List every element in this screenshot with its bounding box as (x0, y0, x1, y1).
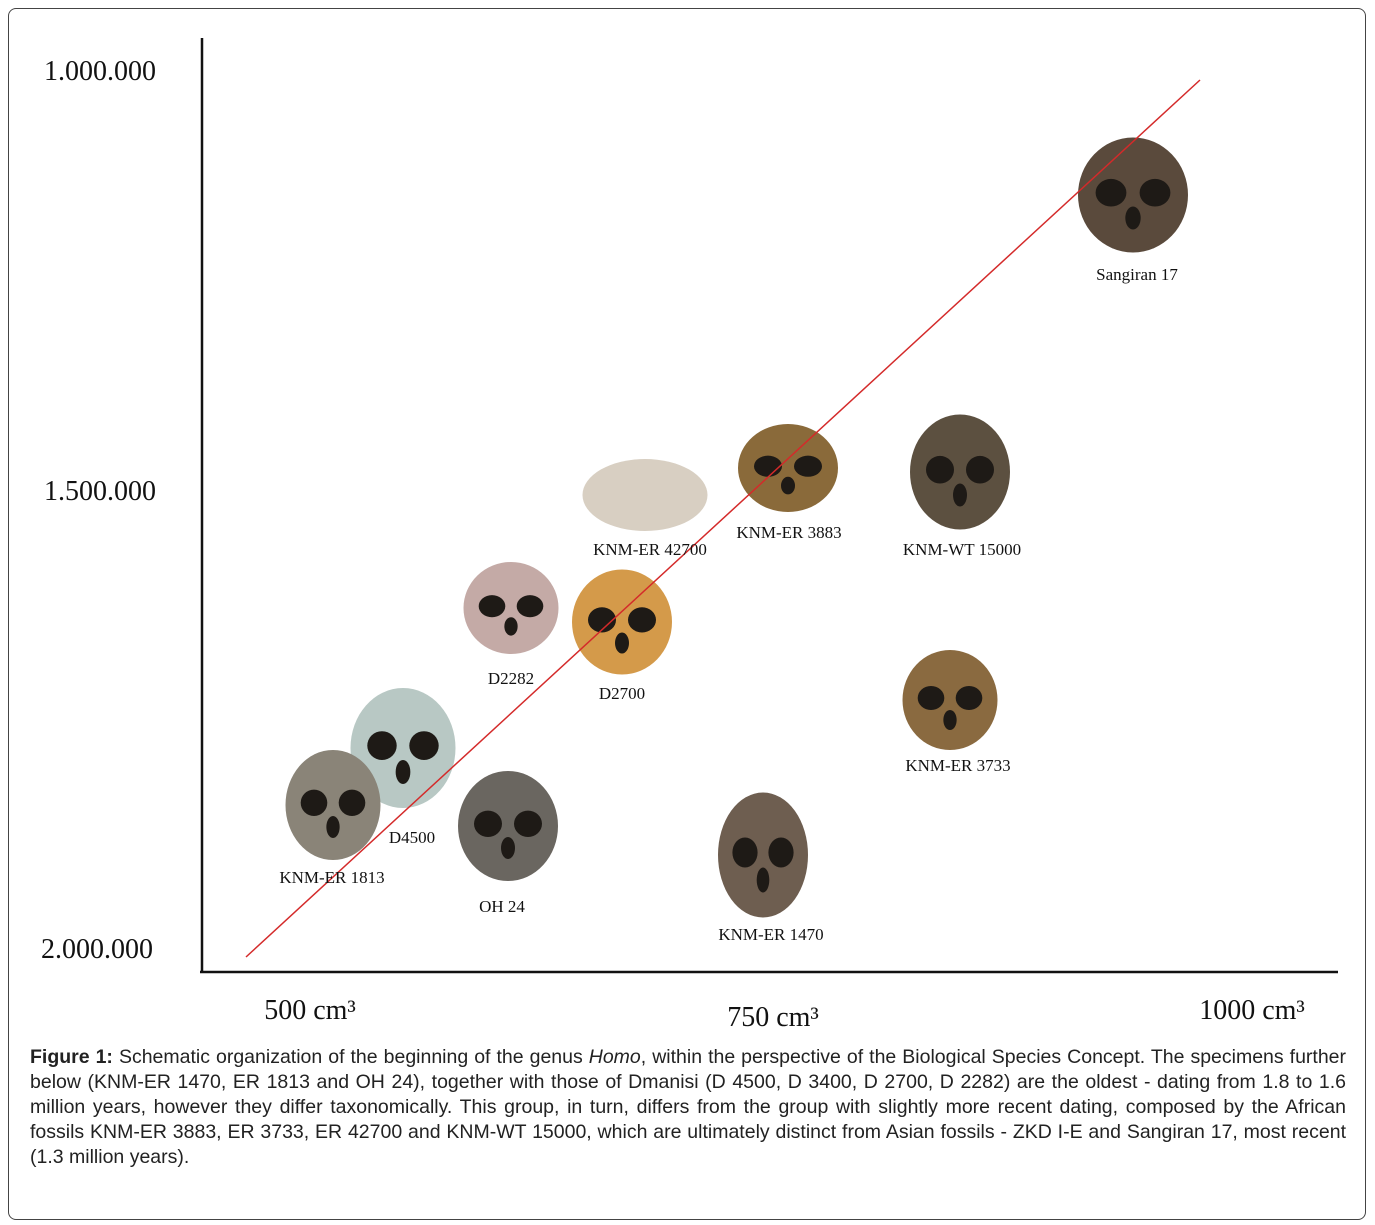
skull-image (464, 562, 559, 654)
eye-socket (768, 838, 793, 868)
skull-shape (903, 650, 998, 750)
y-label: 1.000.000 (44, 56, 156, 87)
nasal-cavity (504, 617, 517, 635)
nasal-cavity (1125, 207, 1140, 230)
skull-image (572, 570, 672, 675)
specimen-label: KNM-ER 1813 (279, 868, 384, 887)
x-label: 1000 cm³ (1199, 995, 1305, 1026)
nasal-cavity (953, 484, 967, 507)
eye-socket (754, 456, 782, 477)
specimen-label: OH 24 (479, 897, 525, 916)
y-label: 2.000.000 (41, 934, 153, 965)
nasal-cavity (396, 760, 411, 784)
skull-image (903, 650, 998, 750)
skull-shape (718, 793, 808, 918)
eye-socket (918, 686, 945, 710)
nasal-cavity (943, 710, 956, 730)
eye-socket (409, 731, 438, 760)
skull-shape (286, 750, 381, 860)
skull-shape (464, 562, 559, 654)
eye-socket (732, 838, 757, 868)
skull-image (286, 750, 381, 860)
nasal-cavity (615, 633, 629, 654)
x-label: 750 cm³ (727, 1002, 819, 1033)
eye-socket (479, 595, 506, 617)
specimen-label: KNM-ER 3733 (905, 756, 1010, 775)
eye-socket (301, 790, 328, 816)
nasal-cavity (326, 816, 339, 838)
eye-socket (514, 811, 542, 837)
trend-line (246, 80, 1200, 957)
eye-socket (1096, 179, 1127, 207)
eye-socket (628, 607, 656, 632)
nasal-cavity (781, 477, 795, 495)
nasal-cavity (501, 837, 515, 859)
eye-socket (339, 790, 366, 816)
eye-socket (1140, 179, 1171, 207)
caption-emphasis: Homo (589, 1046, 641, 1068)
skull-image (718, 793, 808, 918)
skull-shape (458, 771, 558, 881)
specimen-label: KNM-ER 3883 (736, 523, 841, 542)
skull-image (910, 415, 1010, 530)
skull-shape (910, 415, 1010, 530)
eye-socket (956, 686, 983, 710)
eye-socket (966, 456, 994, 484)
caption-text: Schematic organization of the beginning … (119, 1046, 583, 1068)
eye-socket (474, 811, 502, 837)
eye-socket (517, 595, 544, 617)
skull-shape (583, 459, 708, 531)
specimen-label: KNM-WT 15000 (903, 540, 1021, 559)
eye-socket (794, 456, 822, 477)
page: 1.000.000 1.500.000 2.000.000 500 cm³ 75… (0, 0, 1375, 1225)
specimen-label: D4500 (389, 828, 435, 847)
figure: 1.000.000 1.500.000 2.000.000 500 cm³ 75… (0, 0, 1375, 1225)
skull-shape (738, 424, 838, 512)
x-label: 500 cm³ (264, 995, 356, 1026)
eye-socket (367, 731, 396, 760)
skull-image (583, 459, 708, 531)
skull-shape (1078, 138, 1188, 253)
specimen-label: D2282 (488, 669, 534, 688)
eye-socket (926, 456, 954, 484)
specimen-label: Sangiran 17 (1096, 265, 1178, 284)
nasal-cavity (757, 868, 770, 893)
figure-caption: Figure 1: Schematic organization of the … (30, 1045, 1346, 1170)
specimen-label: D2700 (599, 684, 645, 703)
skull-image (458, 771, 558, 881)
caption-label: Figure 1: (30, 1046, 113, 1068)
skull-image (738, 424, 838, 512)
specimen-label: KNM-ER 42700 (593, 540, 707, 559)
skull-image (1078, 138, 1188, 253)
y-label: 1.500.000 (44, 476, 156, 507)
skull-shape (572, 570, 672, 675)
specimen-label: KNM-ER 1470 (718, 925, 823, 944)
